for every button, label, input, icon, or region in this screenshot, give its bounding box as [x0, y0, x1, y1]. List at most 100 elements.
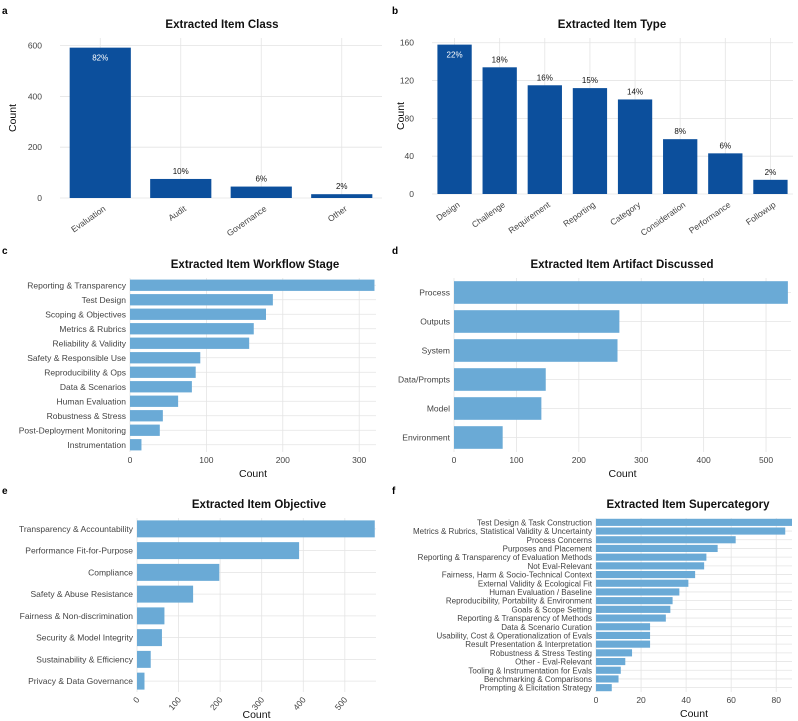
y-tick-label: System [422, 346, 450, 356]
bar [617, 99, 653, 194]
bar [596, 631, 651, 640]
y-tick-label: Reproducibility, Portability & Environme… [446, 597, 593, 606]
chart-title: Extracted Item Class [165, 19, 278, 31]
x-tick-label: Followup [744, 199, 778, 227]
y-tick-label: Test Design [82, 295, 127, 305]
bar [596, 588, 680, 596]
data-label: 22% [447, 51, 463, 60]
bar [137, 542, 300, 560]
y-axis-title: Count [395, 102, 407, 130]
y-tick-label: Other - Eval-Relevant [515, 658, 593, 667]
x-tick-label: 500 [333, 695, 350, 713]
y-tick-label: External Validity & Ecological Fit [478, 579, 593, 588]
y-tick-label: Reporting & Transparency of Methods [457, 614, 592, 623]
data-label: 18% [492, 55, 508, 64]
x-tick-label: 0 [131, 695, 142, 705]
y-tick-label: 200 [28, 142, 42, 152]
bar [230, 186, 292, 198]
y-tick-label: Robustness & Stress [47, 411, 126, 421]
x-tick-label: 300 [634, 455, 648, 465]
y-tick-label: 40 [405, 151, 415, 161]
chart-title: Extracted Item Supercategory [607, 499, 771, 511]
bar [527, 85, 562, 194]
bar [596, 675, 619, 683]
y-tick-label: 120 [400, 76, 414, 86]
bar [572, 88, 608, 194]
y-tick-label: Data/Prompts [398, 375, 450, 385]
y-tick-label: 400 [28, 91, 42, 101]
panel-b: b Extracted Item Type 0 40 80 120 160 22% Desig… [390, 0, 798, 240]
chart-title: Extracted Item Objective [192, 499, 326, 511]
bar [130, 410, 163, 422]
panel-letter: c [2, 246, 8, 257]
bar [454, 397, 542, 420]
bar [130, 294, 273, 306]
y-tick-label: Performance Fit-for-Purpose [25, 546, 133, 556]
bar [596, 640, 651, 648]
panel-letter: f [392, 486, 396, 497]
bar [437, 44, 472, 195]
x-tick-label: 80 [771, 695, 781, 705]
y-tick-label: Metrics & Rubrics [59, 324, 126, 334]
y-tick-label: Reporting & Transparency of Evaluation M… [418, 553, 592, 562]
bar [130, 381, 192, 393]
y-tick-label: Robustness & Stress Testing [490, 649, 592, 658]
bar [708, 153, 743, 194]
data-label: 2% [765, 168, 777, 177]
x-tick-label: 40 [681, 695, 691, 705]
bar [596, 597, 673, 605]
y-tick-label: Privacy & Data Governance [28, 676, 133, 686]
chart-extracted-item-class: Extracted Item Class 0 200 400 600 82% Evaluat… [7, 19, 382, 238]
bar [454, 339, 618, 362]
y-tick-label: Outputs [420, 317, 450, 327]
data-label: 6% [255, 175, 267, 184]
panel-letter: e [2, 486, 8, 497]
chart-extracted-item-type: Extracted Item Type 0 40 80 120 160 22% Design 1… [395, 19, 793, 238]
y-tick-label: 80 [405, 113, 415, 123]
y-tick-label: Sustainability & Efficiency [36, 654, 133, 664]
y-tick-label: Tooling & Instrumentation for Evals [468, 666, 592, 675]
bar [130, 424, 160, 436]
data-label: 8% [674, 127, 686, 136]
y-tick-label: 160 [400, 38, 414, 48]
x-axis-title: Count [239, 468, 267, 480]
x-axis-title: Count [608, 468, 636, 480]
bar [596, 684, 612, 692]
x-tick-label: Design [434, 199, 462, 223]
y-tick-label: Reproducibility & Ops [44, 367, 126, 377]
bar [753, 179, 788, 194]
x-tick-label: Consideration [639, 199, 688, 237]
bar [137, 585, 194, 603]
data-label: 2% [336, 182, 348, 191]
bar [137, 672, 145, 690]
bar [130, 337, 250, 349]
x-tick-label: 100 [166, 695, 183, 713]
panel-c: c Extracted Item Workflow Stage 0 100 200 30… [0, 240, 390, 480]
y-tick-label: Safety & Responsible Use [27, 353, 126, 363]
x-tick-label: Requirement [506, 199, 552, 235]
y-tick-label: Environment [402, 433, 450, 443]
x-tick-label: Performance [687, 199, 733, 235]
bar [596, 657, 626, 666]
y-tick-label: Usability, Cost & Operationalization of … [437, 631, 592, 640]
bar [130, 366, 196, 378]
bar [596, 614, 666, 622]
x-tick-label: 20 [636, 695, 646, 705]
y-tick-label: Not Eval-Relevant [528, 562, 593, 571]
x-tick-label: Challenge [470, 199, 507, 229]
bar [137, 650, 151, 668]
y-tick-label: Human Evaluation [57, 396, 127, 406]
x-tick-label: 0 [594, 695, 599, 705]
bar [130, 395, 179, 407]
y-tick-label: Prompting & Elicitation Strategy [480, 684, 593, 693]
panel-a: a Extracted Item Class 0 200 400 600 82% Evalu… [0, 0, 390, 240]
y-tick-label: Result Presentation & Interpretation [465, 640, 592, 649]
data-label: 16% [537, 73, 553, 82]
y-tick-label: Human Evaluation / Baseline [489, 588, 592, 597]
bar [596, 518, 792, 526]
bar [454, 281, 788, 304]
x-tick-label: 400 [697, 455, 711, 465]
x-tick-label: 200 [208, 695, 225, 713]
panel-d: d Extracted Item Artifact Discussed 0 100 2… [390, 240, 798, 480]
bar [596, 570, 696, 579]
